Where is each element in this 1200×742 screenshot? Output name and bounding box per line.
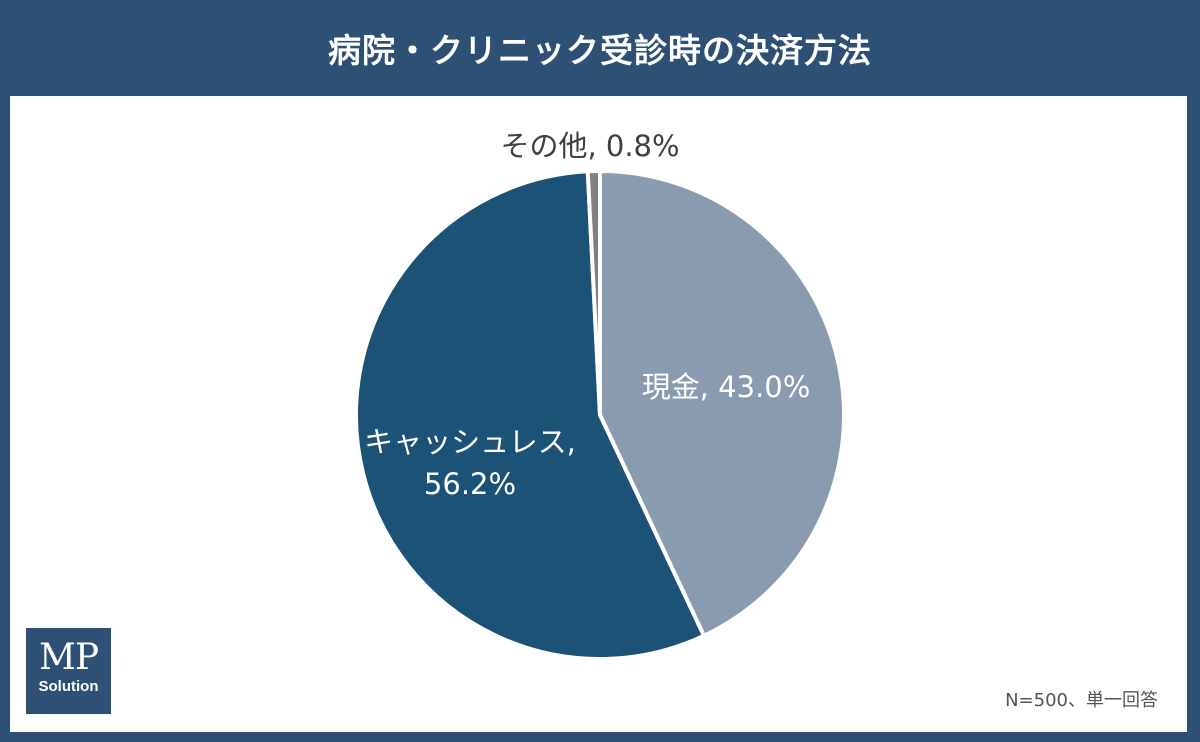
- title-bar: 病院・クリニック受診時の決済方法: [0, 0, 1200, 96]
- label-other: その他, 0.8%: [500, 129, 679, 163]
- sample-note: N=500、単一回答: [1005, 690, 1158, 711]
- slice-cashless: [354, 169, 706, 661]
- mp-solution-logo: MP Solution: [26, 628, 111, 714]
- label-cash: 現金, 43.0%: [642, 370, 811, 404]
- logo-text: Solution: [38, 678, 99, 695]
- label-cashless-value: 56.2%: [424, 467, 516, 501]
- label-cashless-name: キャッシュレス,: [364, 425, 576, 459]
- chart-panel: 現金, 43.0% キャッシュレス, 56.2% その他, 0.8%: [10, 96, 1187, 732]
- chart-title: 病院・クリニック受診時の決済方法: [328, 31, 872, 70]
- slice-other: [585, 169, 602, 417]
- pie-chart: 現金, 43.0% キャッシュレス, 56.2% その他, 0.8%: [354, 129, 846, 661]
- pie-slices: [354, 169, 846, 661]
- logo-mark: MP: [38, 637, 99, 678]
- slice-cash: [598, 169, 846, 638]
- pie-labels: 現金, 43.0% キャッシュレス, 56.2% その他, 0.8%: [364, 129, 810, 501]
